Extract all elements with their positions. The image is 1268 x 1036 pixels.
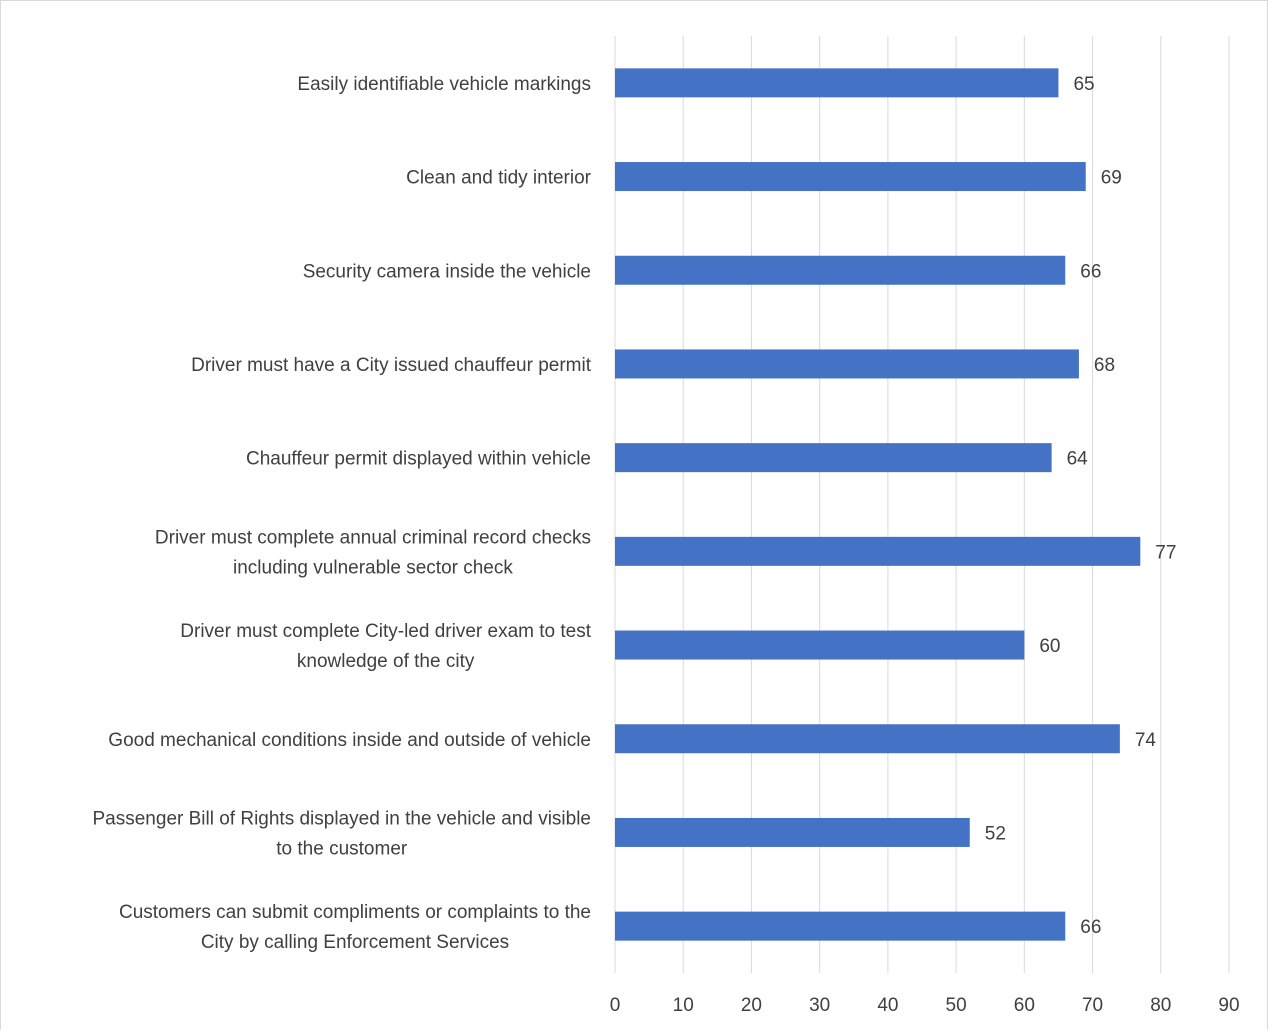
category-label: Driver must have a City issued chauffeur… xyxy=(191,355,592,376)
category-label-line: Security camera inside the vehicle xyxy=(303,261,591,282)
data-label: 68 xyxy=(1094,355,1115,376)
x-tick-label: 20 xyxy=(741,995,762,1016)
x-tick-label: 10 xyxy=(673,995,694,1016)
x-tick-label: 60 xyxy=(1014,995,1035,1016)
category-label-line: including vulnerable sector check xyxy=(233,557,513,578)
bar xyxy=(615,443,1052,473)
x-tick-label: 80 xyxy=(1150,995,1171,1016)
bar xyxy=(615,817,970,847)
data-label: 66 xyxy=(1080,917,1101,938)
data-label: 64 xyxy=(1067,449,1089,470)
x-tick-label: 50 xyxy=(946,995,967,1016)
category-label-line: Driver must have a City issued chauffeur… xyxy=(191,355,592,376)
data-label: 66 xyxy=(1080,261,1101,282)
data-label: 74 xyxy=(1135,730,1157,751)
category-label-line: Driver must complete City-led driver exa… xyxy=(180,621,591,642)
category-label-line: Driver must complete annual criminal rec… xyxy=(155,527,591,548)
bar xyxy=(615,68,1059,98)
category-label: Security camera inside the vehicle xyxy=(303,261,591,282)
data-label: 60 xyxy=(1039,636,1060,657)
bar xyxy=(615,536,1141,566)
x-tick-label: 30 xyxy=(809,995,830,1016)
data-label: 52 xyxy=(985,823,1006,844)
bar xyxy=(615,630,1025,660)
category-label-line: Easily identifiable vehicle markings xyxy=(297,74,591,95)
x-tick-label: 90 xyxy=(1218,995,1239,1016)
category-label-line: Clean and tidy interior xyxy=(406,168,591,189)
category-label-line: Customers can submit compliments or comp… xyxy=(119,902,591,923)
category-label: Passenger Bill of Rights displayed in th… xyxy=(93,808,592,859)
x-tick-label: 70 xyxy=(1082,995,1103,1016)
category-label: Customers can submit compliments or comp… xyxy=(119,902,591,953)
data-label: 77 xyxy=(1155,542,1176,563)
category-label: Driver must complete annual criminal rec… xyxy=(155,527,591,578)
category-label: Chauffeur permit displayed within vehicl… xyxy=(246,449,591,470)
x-tick-label: 40 xyxy=(877,995,898,1016)
bar xyxy=(615,162,1086,192)
bar xyxy=(615,724,1120,754)
category-label-line: knowledge of the city xyxy=(297,651,475,672)
category-label: Driver must complete City-led driver exa… xyxy=(180,621,591,672)
category-label-line: City by calling Enforcement Services xyxy=(201,932,509,953)
bar xyxy=(615,349,1079,379)
category-label: Good mechanical conditions inside and ou… xyxy=(108,730,591,751)
bar xyxy=(615,911,1066,941)
category-label-line: Good mechanical conditions inside and ou… xyxy=(108,730,591,751)
bar xyxy=(615,255,1066,285)
x-tick-label: 0 xyxy=(610,995,621,1016)
category-label-line: Chauffeur permit displayed within vehicl… xyxy=(246,449,591,470)
category-label: Clean and tidy interior xyxy=(406,168,591,189)
data-label: 69 xyxy=(1101,168,1122,189)
data-label: 65 xyxy=(1073,74,1094,95)
category-label-line: to the customer xyxy=(276,838,408,859)
category-label: Easily identifiable vehicle markings xyxy=(297,74,591,95)
category-label-line: Passenger Bill of Rights displayed in th… xyxy=(93,808,592,829)
